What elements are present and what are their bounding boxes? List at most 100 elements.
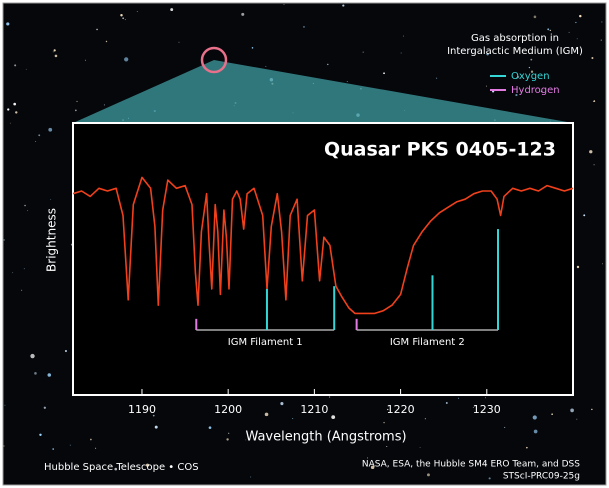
star	[591, 57, 594, 60]
star	[346, 81, 348, 82]
star	[329, 396, 331, 398]
star	[532, 415, 537, 420]
star	[583, 214, 586, 217]
star	[53, 49, 56, 52]
star	[13, 102, 17, 106]
star	[7, 108, 10, 111]
x-tick-label: 1220	[387, 403, 415, 416]
star	[250, 476, 252, 478]
star	[547, 28, 550, 31]
star	[327, 63, 329, 66]
star	[251, 47, 254, 49]
star	[43, 406, 46, 409]
x-tick-label: 1200	[214, 403, 242, 416]
legend-title: Gas absorption in Intergalactic Medium (…	[447, 33, 583, 57]
star	[576, 418, 578, 420]
legend-title-box: Gas absorption in Intergalactic Medium (…	[447, 33, 583, 57]
star	[576, 38, 578, 40]
credit: NASA, ESA, the Hubble SM4 ERO Team, and …	[362, 460, 580, 470]
star	[575, 21, 577, 24]
quasar-circle	[200, 46, 228, 74]
star	[265, 65, 267, 67]
star	[12, 272, 14, 274]
star	[342, 4, 345, 7]
star	[64, 350, 67, 353]
star	[387, 408, 389, 411]
star	[303, 26, 305, 28]
star	[122, 17, 125, 20]
star	[485, 85, 487, 87]
star	[154, 425, 158, 429]
star	[593, 100, 596, 102]
star	[602, 263, 604, 265]
star	[52, 448, 54, 450]
star	[292, 417, 294, 419]
star	[367, 457, 369, 459]
star	[601, 21, 603, 23]
star	[589, 150, 593, 154]
star	[245, 439, 247, 441]
star	[530, 70, 534, 73]
y-axis-label: Brightness	[45, 208, 59, 272]
star	[362, 51, 364, 53]
star	[75, 109, 77, 112]
star	[23, 268, 25, 270]
spectrum-line	[72, 176, 574, 315]
star	[39, 433, 42, 437]
star	[103, 104, 105, 106]
star	[540, 90, 543, 93]
star	[145, 463, 150, 467]
credit: Hubble Space Telescope • COS	[44, 462, 199, 473]
star	[280, 402, 284, 406]
star	[30, 353, 35, 359]
zoom-wedge	[73, 60, 573, 123]
star	[472, 406, 474, 408]
star	[24, 204, 26, 207]
star	[241, 12, 245, 16]
star	[526, 446, 528, 449]
star	[21, 289, 23, 291]
star	[424, 418, 426, 420]
star	[383, 72, 385, 75]
star	[25, 68, 27, 70]
star	[90, 438, 92, 441]
star	[228, 432, 230, 434]
star	[600, 39, 602, 41]
star	[496, 463, 498, 465]
star	[570, 408, 574, 413]
star	[533, 429, 538, 434]
star	[486, 53, 489, 56]
star	[124, 57, 129, 62]
star	[445, 402, 448, 404]
star	[3, 445, 5, 447]
star	[485, 397, 487, 399]
star	[458, 397, 460, 399]
chart-title: Quasar PKS 0405-123	[324, 139, 556, 161]
star	[27, 210, 29, 212]
star	[400, 52, 402, 54]
star	[105, 40, 108, 43]
star	[114, 467, 118, 471]
star	[84, 59, 86, 61]
star	[419, 447, 421, 448]
star	[54, 54, 58, 58]
star	[48, 127, 53, 132]
star	[591, 408, 593, 411]
star	[120, 13, 123, 17]
star	[170, 8, 174, 12]
star	[95, 447, 97, 449]
legend-label: Hydrogen	[511, 85, 560, 96]
star	[76, 100, 78, 102]
star	[516, 77, 518, 79]
filament-label: IGM Filament 2	[390, 337, 465, 348]
star	[226, 438, 229, 441]
star	[517, 75, 520, 79]
star	[3, 239, 5, 241]
star	[528, 66, 531, 69]
star	[136, 11, 138, 13]
star	[576, 265, 580, 269]
star	[386, 446, 388, 448]
x-tick-label: 1210	[300, 403, 328, 416]
star	[124, 19, 126, 21]
star	[264, 412, 269, 417]
